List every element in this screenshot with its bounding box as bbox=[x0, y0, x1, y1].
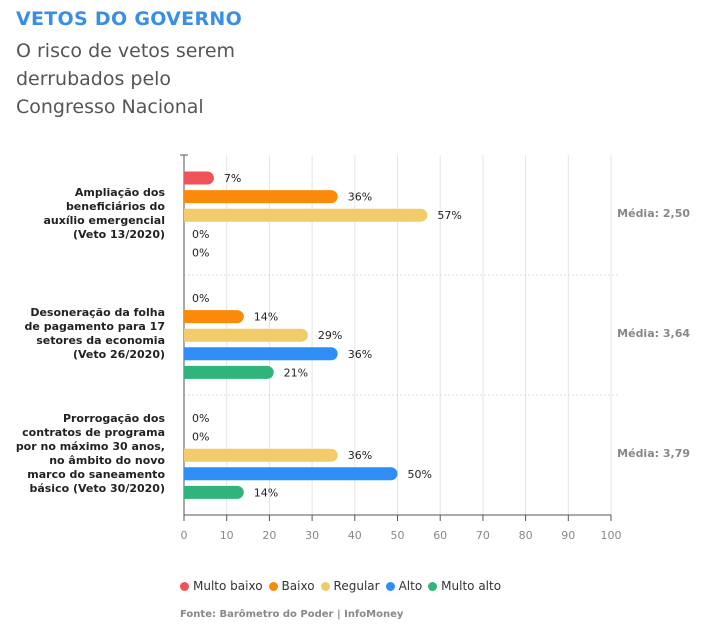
x-tick-label: 10 bbox=[220, 529, 234, 542]
legend-label: Alto bbox=[398, 579, 423, 593]
category-label: (Veto 13/2020) bbox=[73, 228, 165, 241]
bar-regular bbox=[184, 208, 428, 222]
bar-baixo bbox=[184, 310, 244, 324]
bar-multo-alto bbox=[184, 485, 244, 499]
x-tick-label: 20 bbox=[262, 529, 276, 542]
category-label: contratos de programa bbox=[22, 426, 165, 439]
legend-label: Baixo bbox=[281, 579, 315, 593]
x-tick-label: 50 bbox=[391, 529, 405, 542]
bar-left-edge bbox=[184, 328, 191, 342]
category-label: Ampliação dos bbox=[75, 186, 166, 199]
legend-label: Multo alto bbox=[441, 579, 502, 593]
bar-alto bbox=[184, 347, 338, 361]
category-label: no âmbito do novo bbox=[49, 454, 165, 467]
data-label: 57% bbox=[437, 209, 461, 222]
legend-dot-icon bbox=[320, 581, 330, 591]
legend: Multo baixo Baixo Regular Alto Multo alto bbox=[180, 579, 501, 593]
legend-dot-icon bbox=[428, 581, 438, 591]
data-label: 0% bbox=[192, 292, 209, 305]
legend-dot-icon bbox=[385, 581, 395, 591]
data-label: 0% bbox=[192, 246, 209, 259]
data-label: 36% bbox=[348, 348, 372, 361]
average-label: Média: 3,64 bbox=[617, 327, 690, 340]
chart-subtitle: O risco de vetos serem derrubados pelo C… bbox=[16, 40, 236, 118]
category-label: Desoneração da folha bbox=[30, 306, 165, 319]
bar-left-edge bbox=[184, 365, 191, 379]
legend-item[interactable]: Multo baixo bbox=[180, 579, 263, 593]
legend-item[interactable]: Baixo bbox=[268, 579, 315, 593]
legend-item[interactable]: Alto bbox=[385, 579, 423, 593]
data-label: 29% bbox=[318, 329, 342, 342]
legend-item[interactable]: Multo alto bbox=[428, 579, 501, 593]
x-tick-label: 40 bbox=[348, 529, 362, 542]
bar-baixo bbox=[184, 190, 338, 204]
category-label: Prorrogação dos bbox=[63, 412, 166, 425]
bar-left-edge bbox=[184, 171, 191, 185]
bar-regular bbox=[184, 448, 338, 462]
legend-label: Multo baixo bbox=[193, 579, 263, 593]
legend-dot-icon bbox=[268, 581, 278, 591]
category-label: marco do saneamento bbox=[27, 468, 165, 481]
data-label: 50% bbox=[408, 468, 432, 481]
data-label: 14% bbox=[254, 486, 278, 499]
data-label: 21% bbox=[284, 366, 308, 379]
legend-label: Regular bbox=[333, 579, 380, 593]
average-label: Média: 3,79 bbox=[617, 447, 690, 460]
average-label: Média: 2,50 bbox=[617, 207, 690, 220]
bar-left-edge bbox=[184, 190, 191, 204]
bar-left-edge bbox=[184, 310, 191, 324]
x-tick-label: 90 bbox=[561, 529, 575, 542]
chart-title: VETOS DO GOVERNO bbox=[16, 8, 243, 30]
bar-left-edge bbox=[184, 347, 191, 361]
bar-left-edge bbox=[184, 467, 191, 481]
data-label: 7% bbox=[224, 172, 241, 185]
category-label: de pagamento para 17 bbox=[25, 320, 165, 333]
bar-multo-alto bbox=[184, 365, 274, 379]
x-tick-label: 60 bbox=[433, 529, 447, 542]
bar-multo-baixo bbox=[184, 171, 214, 185]
x-tick-label: 100 bbox=[601, 529, 622, 542]
data-label: 14% bbox=[254, 311, 278, 324]
legend-item[interactable]: Regular bbox=[320, 579, 380, 593]
legend-dot-icon bbox=[180, 581, 189, 591]
bar-left-edge bbox=[184, 485, 191, 499]
bar-left-edge bbox=[184, 208, 191, 222]
category-label: setores da economia bbox=[36, 334, 165, 347]
category-label: básico (Veto 30/2020) bbox=[29, 482, 165, 495]
category-label: (Veto 26/2020) bbox=[73, 348, 165, 361]
bar-left-edge bbox=[184, 448, 191, 462]
data-label: 0% bbox=[192, 228, 209, 241]
source-note: Fonte: Barômetro do Poder | InfoMoney bbox=[180, 609, 404, 620]
bar-regular bbox=[184, 328, 308, 342]
x-tick-label: 0 bbox=[181, 529, 188, 542]
category-label: por no máximo 30 anos, bbox=[16, 440, 165, 453]
category-label: beneficiários do bbox=[66, 200, 165, 213]
x-tick-label: 80 bbox=[519, 529, 533, 542]
data-label: 0% bbox=[192, 431, 209, 444]
x-tick-label: 70 bbox=[476, 529, 490, 542]
data-label: 36% bbox=[348, 449, 372, 462]
data-label: 0% bbox=[192, 412, 209, 425]
category-label: auxílio emergencial bbox=[43, 214, 165, 227]
x-tick-label: 30 bbox=[305, 529, 319, 542]
bar-alto bbox=[184, 467, 398, 481]
data-label: 36% bbox=[348, 191, 372, 204]
